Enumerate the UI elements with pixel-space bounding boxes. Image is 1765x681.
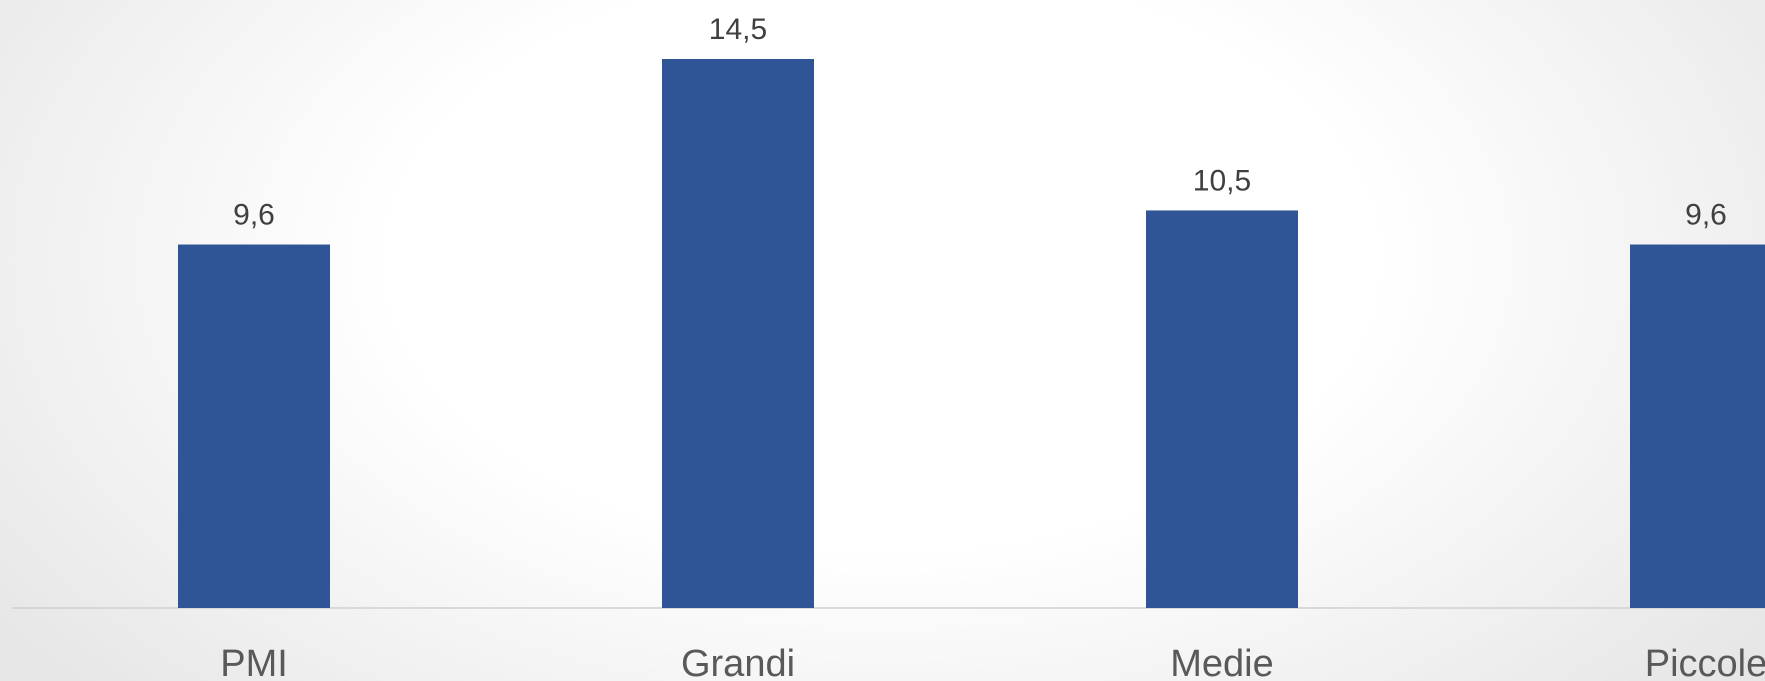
category-label-pmi: PMI <box>220 643 288 681</box>
bar-piccole <box>1630 244 1765 608</box>
bars-group <box>178 59 1765 608</box>
category-label-piccole: Piccole <box>1645 643 1765 681</box>
data-label-piccole: 9,6 <box>1685 199 1727 232</box>
data-label-pmi: 9,6 <box>233 199 275 232</box>
data-labels-group: 9,6 14,5 10,5 9,6 <box>233 13 1727 232</box>
bar-medie <box>1146 210 1298 608</box>
category-label-medie: Medie <box>1170 643 1274 681</box>
bar-grandi <box>662 59 814 608</box>
data-label-grandi: 14,5 <box>709 13 767 46</box>
category-labels-group: PMI Grandi Medie Piccole <box>220 643 1765 681</box>
data-label-medie: 10,5 <box>1193 164 1251 197</box>
bar-pmi <box>178 244 330 608</box>
category-label-grandi: Grandi <box>681 643 795 681</box>
